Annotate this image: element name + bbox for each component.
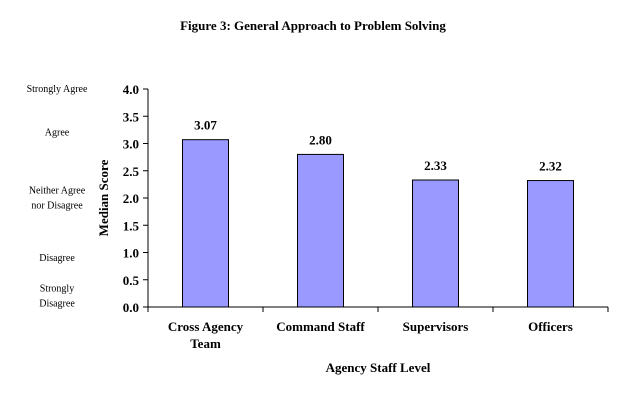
bar-2 (297, 153, 344, 308)
y-tick-label: 2.5 (123, 164, 140, 179)
scale-label: Strongly (40, 284, 74, 295)
scale-label: Strongly Agree (27, 84, 88, 95)
x-tick-label: Cross Agency (168, 319, 244, 334)
chart-title: Figure 3: General Approach to Problem So… (180, 18, 446, 33)
y-tick-label: 3.5 (123, 109, 140, 124)
y-tick-label: 1.0 (123, 246, 139, 261)
y-tick-label: 2.0 (123, 191, 139, 206)
y-tick-label: 1.5 (123, 218, 140, 233)
x-tick-label: Command Staff (276, 319, 365, 334)
x-axis-label: Agency Staff Level (326, 360, 431, 375)
bar-1 (182, 139, 229, 308)
x-tick-label: Team (190, 336, 221, 351)
y-axis-label: Median Score (96, 159, 111, 236)
y-tick-label: 3.0 (123, 137, 139, 152)
y-tick-label: 4.0 (123, 82, 139, 97)
scale-label: Agree (45, 128, 70, 139)
x-tick-label: Supervisors (403, 319, 469, 334)
data-label: 2.32 (539, 159, 562, 174)
y-tick-label: 0.0 (123, 300, 139, 315)
scale-label: Neither Agree (29, 186, 86, 197)
scale-label: nor Disagree (31, 201, 83, 212)
scale-label: Disagree (39, 253, 75, 264)
data-label: 2.33 (424, 158, 447, 173)
x-tick-label: Officers (528, 319, 573, 334)
data-label: 3.07 (194, 118, 217, 133)
data-label: 2.80 (309, 132, 332, 147)
bar-3 (412, 179, 459, 308)
y-tick-label: 0.5 (123, 273, 140, 288)
bar-4 (527, 180, 574, 308)
scale-label: Disagree (39, 299, 75, 310)
